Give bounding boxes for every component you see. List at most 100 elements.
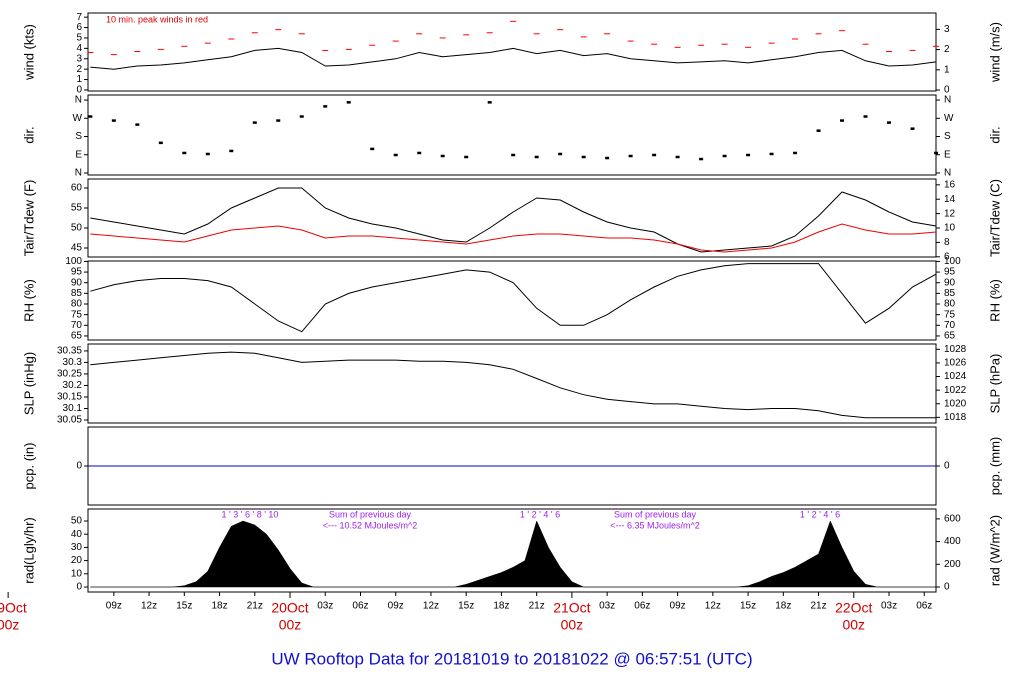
y-tick-label: 5: [76, 33, 82, 44]
x-tick-label: 15z: [458, 601, 474, 612]
y2-tick-label: 14: [944, 194, 956, 205]
y-axis-label: pcp. (in): [21, 443, 36, 490]
dir-point: [887, 121, 892, 124]
dir-point: [793, 151, 798, 155]
y-tick-label: 50: [71, 516, 83, 527]
y2-tick-label: 0: [944, 461, 950, 472]
y-tick-label: 90: [71, 277, 83, 288]
x-tick-label: 21z: [810, 601, 826, 612]
panel-frame: [87, 343, 937, 424]
y2-tick-label: N: [944, 95, 951, 106]
day-marks: 1 ' 2 ' 4 ' 6: [520, 509, 560, 519]
y2-axis-label: SLP (hPa): [987, 354, 1002, 414]
y2-axis-label: rad (W/m^2): [987, 515, 1002, 586]
dir-point: [135, 123, 140, 126]
y-tick-label: 1: [76, 74, 82, 85]
y-axis-label: dir.: [21, 126, 36, 143]
y-tick-label: 80: [71, 299, 83, 310]
y-tick-label: 60: [71, 183, 83, 194]
x-tick-label: 03z: [317, 601, 333, 612]
dir-point: [652, 153, 657, 157]
y-tick-label: 30.35: [57, 346, 82, 357]
y-tick-label: 30.2: [63, 380, 83, 391]
x-tick-label: 15z: [740, 601, 756, 612]
x-tick-label: 15z: [176, 601, 192, 612]
y2-axis-label: dir.: [987, 126, 1002, 143]
annotation: 10 min. peak winds in red: [106, 14, 208, 24]
y2-axis-label: RH (%): [987, 279, 1002, 322]
y2-tick-label: 200: [944, 559, 961, 570]
dir-point: [769, 152, 774, 156]
y-tick-label: E: [75, 149, 82, 160]
dir-point: [440, 154, 445, 158]
y-tick-label: 40: [71, 529, 83, 540]
y-axis-label: SLP (inHg): [21, 352, 36, 415]
dir-point: [323, 105, 328, 108]
dir-point: [934, 151, 938, 155]
day-sum-note: <--- 10.52 MJoules/m^2: [323, 520, 418, 530]
day-marks: 1 ' 3 ' 6 ' 8 ' 10: [222, 509, 279, 519]
y2-tick-label: 95: [944, 267, 956, 278]
y2-tick-label: N: [944, 168, 951, 179]
dir-point: [558, 152, 563, 156]
y2-tick-label: 0: [944, 582, 950, 593]
x-tick-label: 09z: [670, 601, 686, 612]
y-tick-label: 95: [71, 267, 83, 278]
x-tick-label: 12z: [423, 601, 439, 612]
dir-point: [581, 155, 586, 159]
y-tick-label: 55: [71, 203, 83, 214]
dir-point: [722, 154, 727, 158]
dir-point: [158, 141, 163, 145]
y2-tick-label: 75: [944, 309, 956, 320]
dir-point: [182, 151, 187, 155]
x-tick-label: 06z: [916, 601, 932, 612]
y2-tick-label: 1028: [944, 344, 967, 355]
dir-point: [605, 156, 610, 160]
y-tick-label: 65: [71, 331, 83, 342]
y2-axis-label: Tair/Tdew (C): [987, 179, 1002, 257]
dir-point: [511, 153, 516, 157]
date-label: 22Oct: [835, 600, 872, 616]
dir-point: [229, 149, 234, 153]
dir-point: [487, 101, 492, 104]
y2-tick-label: S: [944, 131, 951, 142]
y2-tick-label: W: [944, 113, 954, 124]
y-axis-label: rad(Lgly/hr): [21, 517, 36, 583]
y-axis-label: Tair/Tdew (F): [21, 180, 36, 257]
y-tick-label: 10: [71, 568, 83, 579]
x-tick-label: 06z: [352, 601, 368, 612]
y-tick-label: 0: [76, 461, 82, 472]
x-tick-label: 03z: [881, 601, 897, 612]
y-tick-label: W: [73, 113, 83, 124]
y-tick-label: 7: [76, 12, 82, 23]
x-tick-label: 03z: [599, 601, 615, 612]
x-tick-label: 12z: [141, 601, 157, 612]
x-tick-label: 12z: [705, 601, 721, 612]
dir-point: [417, 151, 422, 155]
dir-point: [534, 155, 539, 159]
dir-point: [910, 127, 915, 130]
y-tick-label: 30: [71, 542, 83, 553]
y2-tick-label: 12: [944, 208, 956, 219]
dir-point: [746, 153, 751, 157]
dir-point: [675, 155, 680, 159]
day-sum-note: Sum of previous day: [614, 509, 697, 519]
x-tick-label: 18z: [211, 601, 227, 612]
y2-tick-label: 90: [944, 277, 956, 288]
dir-point: [276, 119, 281, 122]
dir-point: [205, 152, 210, 156]
dir-point: [370, 147, 375, 151]
y-tick-label: 6: [76, 22, 82, 33]
chart-title: UW Rooftop Data for 20181019 to 20181022…: [271, 649, 752, 668]
y2-tick-label: 16: [944, 179, 956, 190]
y-tick-label: 2: [76, 64, 82, 75]
y2-tick-label: 400: [944, 536, 961, 547]
y2-tick-label: 600: [944, 514, 961, 525]
y-tick-label: 45: [71, 243, 83, 254]
y2-tick-label: 1024: [944, 371, 967, 382]
y-tick-label: N: [75, 168, 82, 179]
y2-tick-label: 6: [944, 251, 950, 262]
day-sum-note: <--- 6.35 MJoules/m^2: [610, 520, 700, 530]
y-tick-label: S: [75, 131, 82, 142]
